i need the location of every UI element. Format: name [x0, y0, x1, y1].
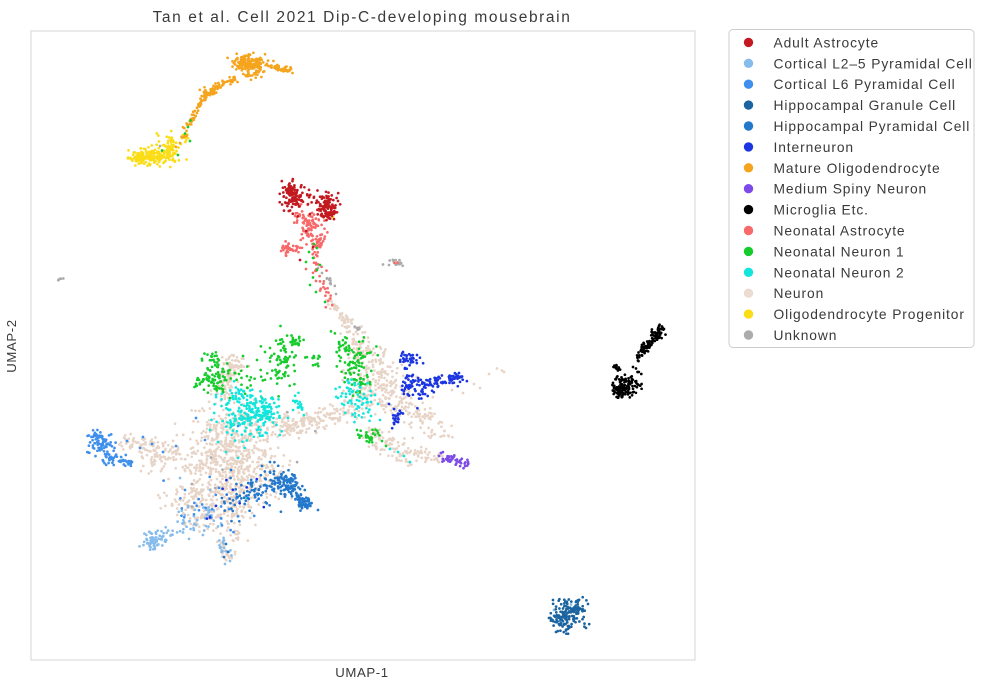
- svg-text:Mature Oligodendrocyte: Mature Oligodendrocyte: [774, 161, 941, 176]
- svg-text:Microglia Etc.: Microglia Etc.: [774, 203, 869, 218]
- svg-text:Unknown: Unknown: [774, 328, 838, 343]
- svg-text:Neuron: Neuron: [774, 286, 825, 301]
- svg-text:Hippocampal Pyramidal Cell: Hippocampal Pyramidal Cell: [774, 119, 971, 134]
- svg-text:Neonatal Astrocyte: Neonatal Astrocyte: [774, 224, 906, 239]
- svg-text:Interneuron: Interneuron: [774, 140, 854, 155]
- svg-text:Oligodendrocyte Progenitor: Oligodendrocyte Progenitor: [774, 307, 965, 322]
- svg-text:Cortical L6 Pyramidal Cell: Cortical L6 Pyramidal Cell: [774, 77, 956, 92]
- svg-text:Tan et al. Cell 2021 Dip-C-dev: Tan et al. Cell 2021 Dip-C-developing mo…: [153, 9, 572, 26]
- svg-text:Neonatal Neuron 2: Neonatal Neuron 2: [774, 265, 905, 280]
- svg-text:Adult Astrocyte: Adult Astrocyte: [774, 35, 880, 50]
- svg-text:Cortical L2–5 Pyramidal Cell: Cortical L2–5 Pyramidal Cell: [774, 56, 973, 71]
- svg-text:Medium Spiny Neuron: Medium Spiny Neuron: [774, 182, 928, 197]
- svg-text:Hippocampal Granule Cell: Hippocampal Granule Cell: [774, 98, 957, 113]
- svg-text:UMAP-1: UMAP-1: [335, 665, 388, 680]
- svg-text:UMAP-2: UMAP-2: [4, 319, 19, 372]
- svg-text:Neonatal Neuron 1: Neonatal Neuron 1: [774, 244, 905, 259]
